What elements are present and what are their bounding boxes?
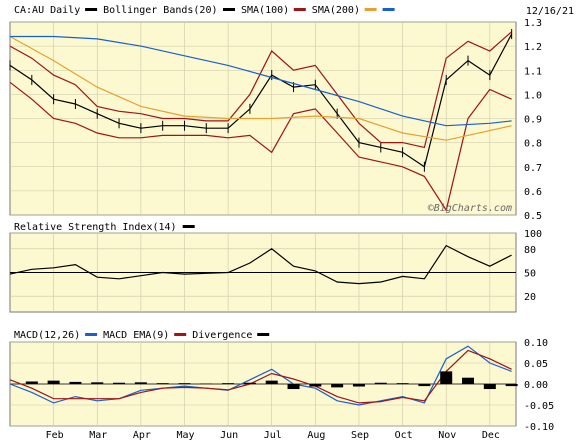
legend-swatch [382,8,395,11]
divergence-bar [374,382,387,384]
x-tick-label: May [176,430,194,441]
price-panel: 0.5 0.6 0.7 0.8 0.9 1.0 1.1 1.2 1.3 CA:AU Daily B… [9,5,574,222]
divergence-bar [134,382,147,384]
legend-label: CA:AU Daily [14,5,80,16]
y-tick-label: 0.9 [524,115,542,126]
y-tick-label: 0.5 [524,211,542,222]
y-tick-label: -0.10 [524,422,554,433]
macd-series [9,345,518,406]
legend-swatch [364,8,377,11]
divergence-bar [156,383,169,384]
y-tick-label: 0.05 [524,359,548,370]
y-tick-label: 50 [524,269,536,280]
legend-label: SMA(200) [312,5,360,16]
series-line-bollinger-lower [9,81,512,212]
divergence-bar [396,383,409,384]
y-tick-label: 100 [524,229,542,240]
legend-label: MACD EMA(9) [103,330,169,341]
rsi-panel: 20 50 80 100 Relative Strength Index(14) [9,222,542,313]
y-tick-label: 0.6 [524,187,542,198]
divergence-bar [309,384,322,387]
price-series [9,29,513,212]
divergence-bar [222,383,235,384]
divergence-bar [69,381,82,384]
macd-panel: 0.10 0.05 0.00 -0.05 -0.10 MACD(12,26) MACD E… [9,330,554,433]
y-tick-label: 0.00 [524,380,548,391]
legend-swatch [85,333,98,336]
series-line-sma-100 [9,35,512,141]
divergence-bar [352,384,365,387]
x-tick-label: Oct [395,430,413,441]
price-y-ticks: 0.5 0.6 0.7 0.8 0.9 1.0 1.1 1.2 1.3 [524,18,542,222]
macd-legend: MACD(12,26) MACD EMA(9) Divergence [14,330,270,341]
divergence-bar [47,380,60,384]
legend-swatch [223,8,235,11]
legend-swatch [182,225,195,228]
x-tick-label: Aug [307,430,325,441]
series-line-ca-au-daily [9,33,513,168]
watermark: ©BigCharts.com [428,203,512,214]
divergence-bar [25,381,38,384]
divergence-bar [483,384,496,390]
legend-label: SMA(100) [241,5,289,16]
x-tick-label: Jul [264,430,282,441]
divergence-bar [505,384,518,387]
legend-swatch [174,333,187,336]
legend-swatch [293,8,306,11]
legend-swatch [85,8,98,11]
y-tick-label: 0.10 [524,338,548,349]
x-tick-label: Sep [351,430,369,441]
divergence-bar [331,384,344,388]
series-line-relative-strength-index-14 [9,244,512,285]
series-line-macd-ema-9 [9,349,512,404]
divergence-bar [178,383,191,384]
rsi-legend: Relative Strength Index(14) [14,222,195,233]
chart-date: 12/16/21 [526,6,574,17]
x-tick-label: Apr [133,430,151,441]
rsi-series [9,244,516,285]
x-tick-label: Mar [89,430,107,441]
legend-label: Bollinger Bands(20) [103,5,217,16]
x-tick-label: Jun [220,430,238,441]
legend-label: MACD(12,26) [14,330,80,341]
y-tick-label: 80 [524,245,536,256]
divergence-bar [91,382,104,384]
macd-y-ticks: 0.10 0.05 0.00 -0.05 -0.10 [524,338,554,433]
x-axis: Feb Mar Apr May Jun Jul Aug Sep Oct Nov Dec [46,430,500,441]
x-tick-label: Feb [46,430,64,441]
divergence-bar [113,382,126,384]
y-tick-label: 0.7 [524,163,542,174]
divergence-bar [243,382,256,384]
divergence-bar [440,371,453,384]
price-grid [10,21,516,216]
y-tick-label: 20 [524,292,536,303]
divergence-bar [265,380,278,384]
series-line-bollinger-upper [9,31,512,149]
x-tick-label: Dec [482,430,500,441]
x-tick-label: Nov [438,430,456,441]
price-legend: CA:AU Daily Bollinger Bands(20) SMA(100) SM… [14,5,395,16]
rsi-y-ticks: 20 50 80 100 [524,229,542,303]
y-tick-label: 1.1 [524,66,542,77]
divergence-bar [287,384,300,390]
y-tick-label: 1.3 [524,18,542,29]
legend-label: Relative Strength Index(14) [14,222,177,233]
legend-swatch [257,333,270,336]
legend-label: Divergence [192,330,252,341]
y-tick-label: -0.05 [524,401,554,412]
series-line-sma-200 [10,35,512,127]
y-tick-label: 1.0 [524,90,542,101]
y-tick-label: 1.2 [524,42,542,53]
divergence-bar [418,384,431,387]
y-tick-label: 0.8 [524,139,542,150]
divergence-bar [462,377,475,384]
